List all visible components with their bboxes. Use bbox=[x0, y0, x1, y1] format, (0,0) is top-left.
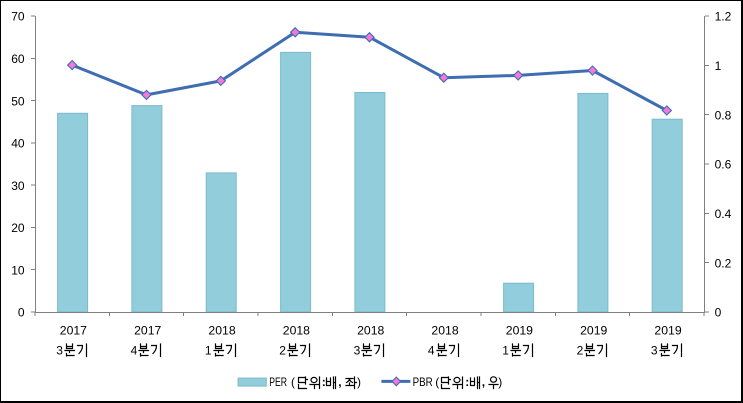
svg-text:0: 0 bbox=[18, 306, 25, 320]
svg-text::: : bbox=[322, 375, 326, 389]
svg-text:0.4: 0.4 bbox=[715, 207, 732, 221]
svg-text:40: 40 bbox=[11, 137, 25, 151]
svg-text:PBR: PBR bbox=[413, 375, 433, 389]
svg-text:3: 3 bbox=[651, 343, 658, 357]
svg-text:70: 70 bbox=[11, 10, 25, 24]
svg-text:2017: 2017 bbox=[134, 324, 162, 338]
svg-text:2: 2 bbox=[279, 343, 286, 357]
svg-text:1: 1 bbox=[715, 59, 722, 73]
svg-text:,: , bbox=[338, 375, 341, 389]
svg-text:3: 3 bbox=[56, 343, 63, 357]
svg-text:3: 3 bbox=[354, 343, 361, 357]
svg-text:20: 20 bbox=[11, 221, 25, 235]
svg-text:1: 1 bbox=[502, 343, 509, 357]
svg-text:2: 2 bbox=[577, 343, 584, 357]
svg-text:0.2: 0.2 bbox=[715, 256, 732, 270]
svg-text:60: 60 bbox=[11, 52, 25, 66]
svg-text:2018: 2018 bbox=[431, 324, 459, 338]
svg-text:2019: 2019 bbox=[654, 324, 682, 338]
svg-text:(: ( bbox=[435, 375, 439, 389]
svg-text:50: 50 bbox=[11, 94, 25, 108]
svg-text:2018: 2018 bbox=[208, 324, 236, 338]
svg-text:4: 4 bbox=[131, 343, 138, 357]
svg-text:1: 1 bbox=[205, 343, 212, 357]
svg-text:): ) bbox=[357, 375, 361, 389]
svg-text:PER: PER bbox=[269, 375, 287, 389]
svg-text:0.8: 0.8 bbox=[715, 108, 732, 122]
svg-text:2019: 2019 bbox=[580, 324, 608, 338]
svg-text:0: 0 bbox=[715, 306, 722, 320]
svg-text:2019: 2019 bbox=[506, 324, 534, 338]
svg-text:2017: 2017 bbox=[60, 324, 88, 338]
svg-text::: : bbox=[465, 375, 469, 389]
svg-text:30: 30 bbox=[11, 179, 25, 193]
svg-text:4: 4 bbox=[428, 343, 435, 357]
svg-text:10: 10 bbox=[11, 263, 25, 277]
svg-text:(: ( bbox=[291, 375, 295, 389]
svg-text:2018: 2018 bbox=[283, 324, 311, 338]
svg-text:2018: 2018 bbox=[357, 324, 385, 338]
svg-text:0.6: 0.6 bbox=[715, 158, 732, 172]
svg-text:): ) bbox=[498, 375, 502, 389]
svg-text:1.2: 1.2 bbox=[715, 10, 732, 24]
svg-text:,: , bbox=[482, 375, 485, 389]
